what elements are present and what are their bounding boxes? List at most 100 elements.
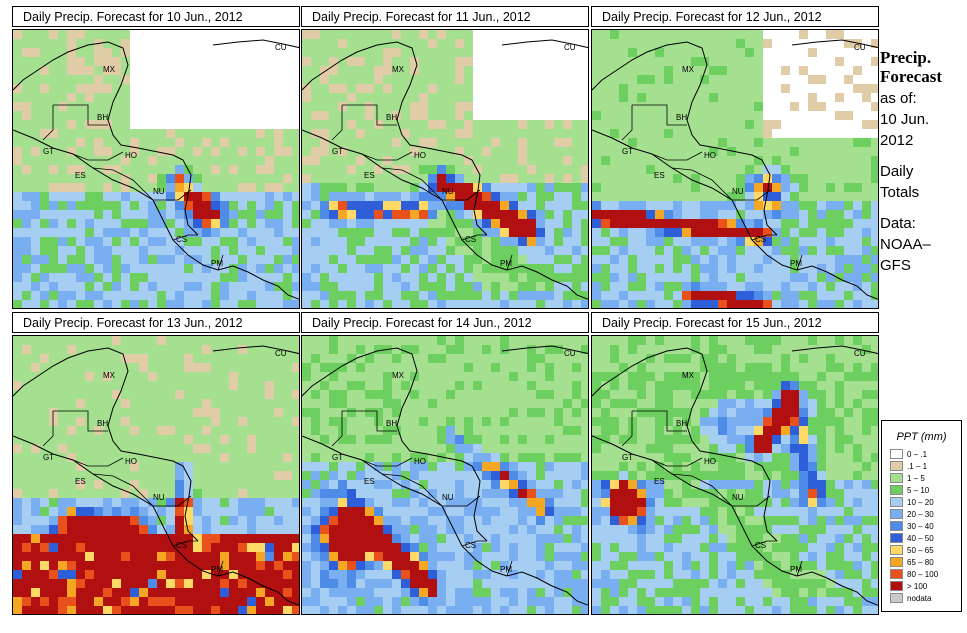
precip-cell [85, 147, 94, 156]
precip-cell [628, 102, 637, 111]
precip-cell [292, 30, 299, 39]
precip-cell [500, 219, 509, 228]
precip-cell [437, 192, 446, 201]
precip-cell [256, 138, 265, 147]
precip-cell [58, 462, 67, 471]
precip-cell [292, 192, 299, 201]
precip-cell [76, 255, 85, 264]
precip-cell [491, 300, 500, 308]
precip-cell [572, 165, 581, 174]
precip-cell [835, 255, 844, 264]
precip-cell [49, 237, 58, 246]
precip-cell [601, 129, 610, 138]
precip-cell [365, 264, 374, 273]
precip-cell [817, 156, 826, 165]
precip-cell [581, 516, 588, 525]
precip-cell [338, 552, 347, 561]
precip-cell [13, 102, 22, 111]
precip-cell [482, 543, 491, 552]
precip-cell [256, 300, 265, 308]
precip-cell [554, 300, 563, 308]
precip-cell [500, 129, 509, 138]
precip-cell [383, 120, 392, 129]
precip-cell [238, 138, 247, 147]
precip-cell [85, 597, 94, 606]
precip-cell [193, 588, 202, 597]
precip-cell [835, 138, 844, 147]
precip-cell [745, 102, 754, 111]
precip-cell [157, 300, 166, 308]
precip-cell [130, 237, 139, 246]
precip-cell [229, 75, 238, 84]
precip-cell [148, 417, 157, 426]
precip-cell [410, 534, 419, 543]
precip-cell [166, 282, 175, 291]
precip-cell [500, 39, 509, 48]
precip-cell [283, 381, 292, 390]
precip-cell [320, 39, 329, 48]
precip-cell [157, 426, 166, 435]
precip-cell [428, 165, 437, 174]
precip-cell [31, 552, 40, 561]
precip-cell [130, 417, 139, 426]
precip-cell [302, 210, 311, 219]
precip-cell [292, 246, 299, 255]
precip-cell [22, 588, 31, 597]
precip-cell [509, 453, 518, 462]
precip-cell [256, 30, 265, 39]
precip-cell [103, 453, 112, 462]
precip-cell [637, 273, 646, 282]
precip-cell [853, 147, 862, 156]
precip-cell [772, 156, 781, 165]
precip-cell [166, 507, 175, 516]
country-label: CS [176, 541, 187, 550]
precip-cell [166, 111, 175, 120]
precip-cell [473, 345, 482, 354]
precip-cell [103, 390, 112, 399]
precip-cell [320, 93, 329, 102]
precip-cell [229, 192, 238, 201]
precip-cell [247, 516, 256, 525]
precip-cell [256, 147, 265, 156]
precip-cell [401, 273, 410, 282]
precip-cell [94, 462, 103, 471]
precip-cell [392, 138, 401, 147]
precip-cell [619, 102, 628, 111]
precip-cell [419, 417, 428, 426]
precip-cell [718, 273, 727, 282]
precip-cell [94, 597, 103, 606]
precip-cell [193, 507, 202, 516]
precip-cell [491, 516, 500, 525]
precip-cell [329, 444, 338, 453]
precip-cell [139, 255, 148, 264]
precip-cell [826, 129, 835, 138]
precip-cell [274, 66, 283, 75]
precip-cell [13, 453, 22, 462]
precip-cell [40, 210, 49, 219]
precip-cell [229, 417, 238, 426]
precip-cell [772, 39, 781, 48]
precip-cell [781, 48, 790, 57]
precip-cell [563, 435, 572, 444]
precip-cell [401, 408, 410, 417]
precip-cell [103, 174, 112, 183]
precip-cell [536, 273, 545, 282]
precip-cell [58, 444, 67, 453]
precip-cell [202, 300, 211, 308]
precip-cell [745, 282, 754, 291]
precip-cell [58, 471, 67, 480]
precip-cell [302, 174, 311, 183]
precip-cell [581, 453, 588, 462]
precip-cell [601, 39, 610, 48]
precip-cell [157, 453, 166, 462]
precip-cell [67, 408, 76, 417]
precip-cell [202, 102, 211, 111]
precip-cell [338, 210, 347, 219]
precip-cell [49, 480, 58, 489]
precip-cell [202, 363, 211, 372]
precip-cell [563, 30, 572, 39]
precip-cell [302, 48, 311, 57]
precip-cell [763, 237, 772, 246]
precip-cell [347, 336, 356, 345]
precip-cell [581, 372, 588, 381]
